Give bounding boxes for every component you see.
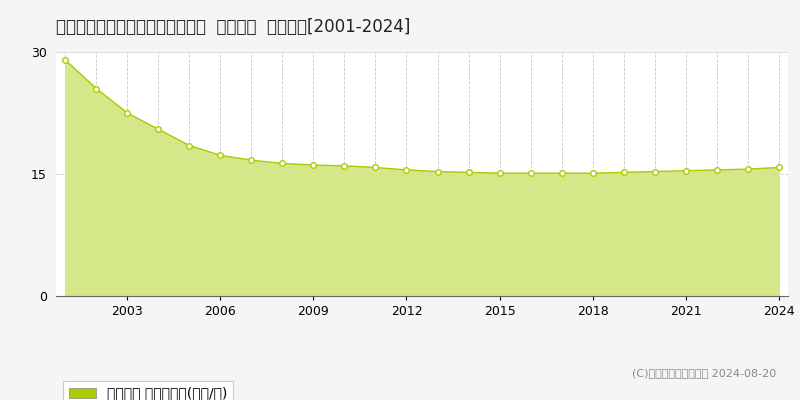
- Text: (C)土地価格ドットコム 2024-08-20: (C)土地価格ドットコム 2024-08-20: [632, 368, 776, 378]
- Legend: 地価公示 平均坪単価(万円/坪): 地価公示 平均坪単価(万円/坪): [63, 381, 234, 400]
- Text: 岡山県倉敷市連島５丁目３番４外  地価公示  地価推移[2001-2024]: 岡山県倉敷市連島５丁目３番４外 地価公示 地価推移[2001-2024]: [56, 18, 410, 36]
